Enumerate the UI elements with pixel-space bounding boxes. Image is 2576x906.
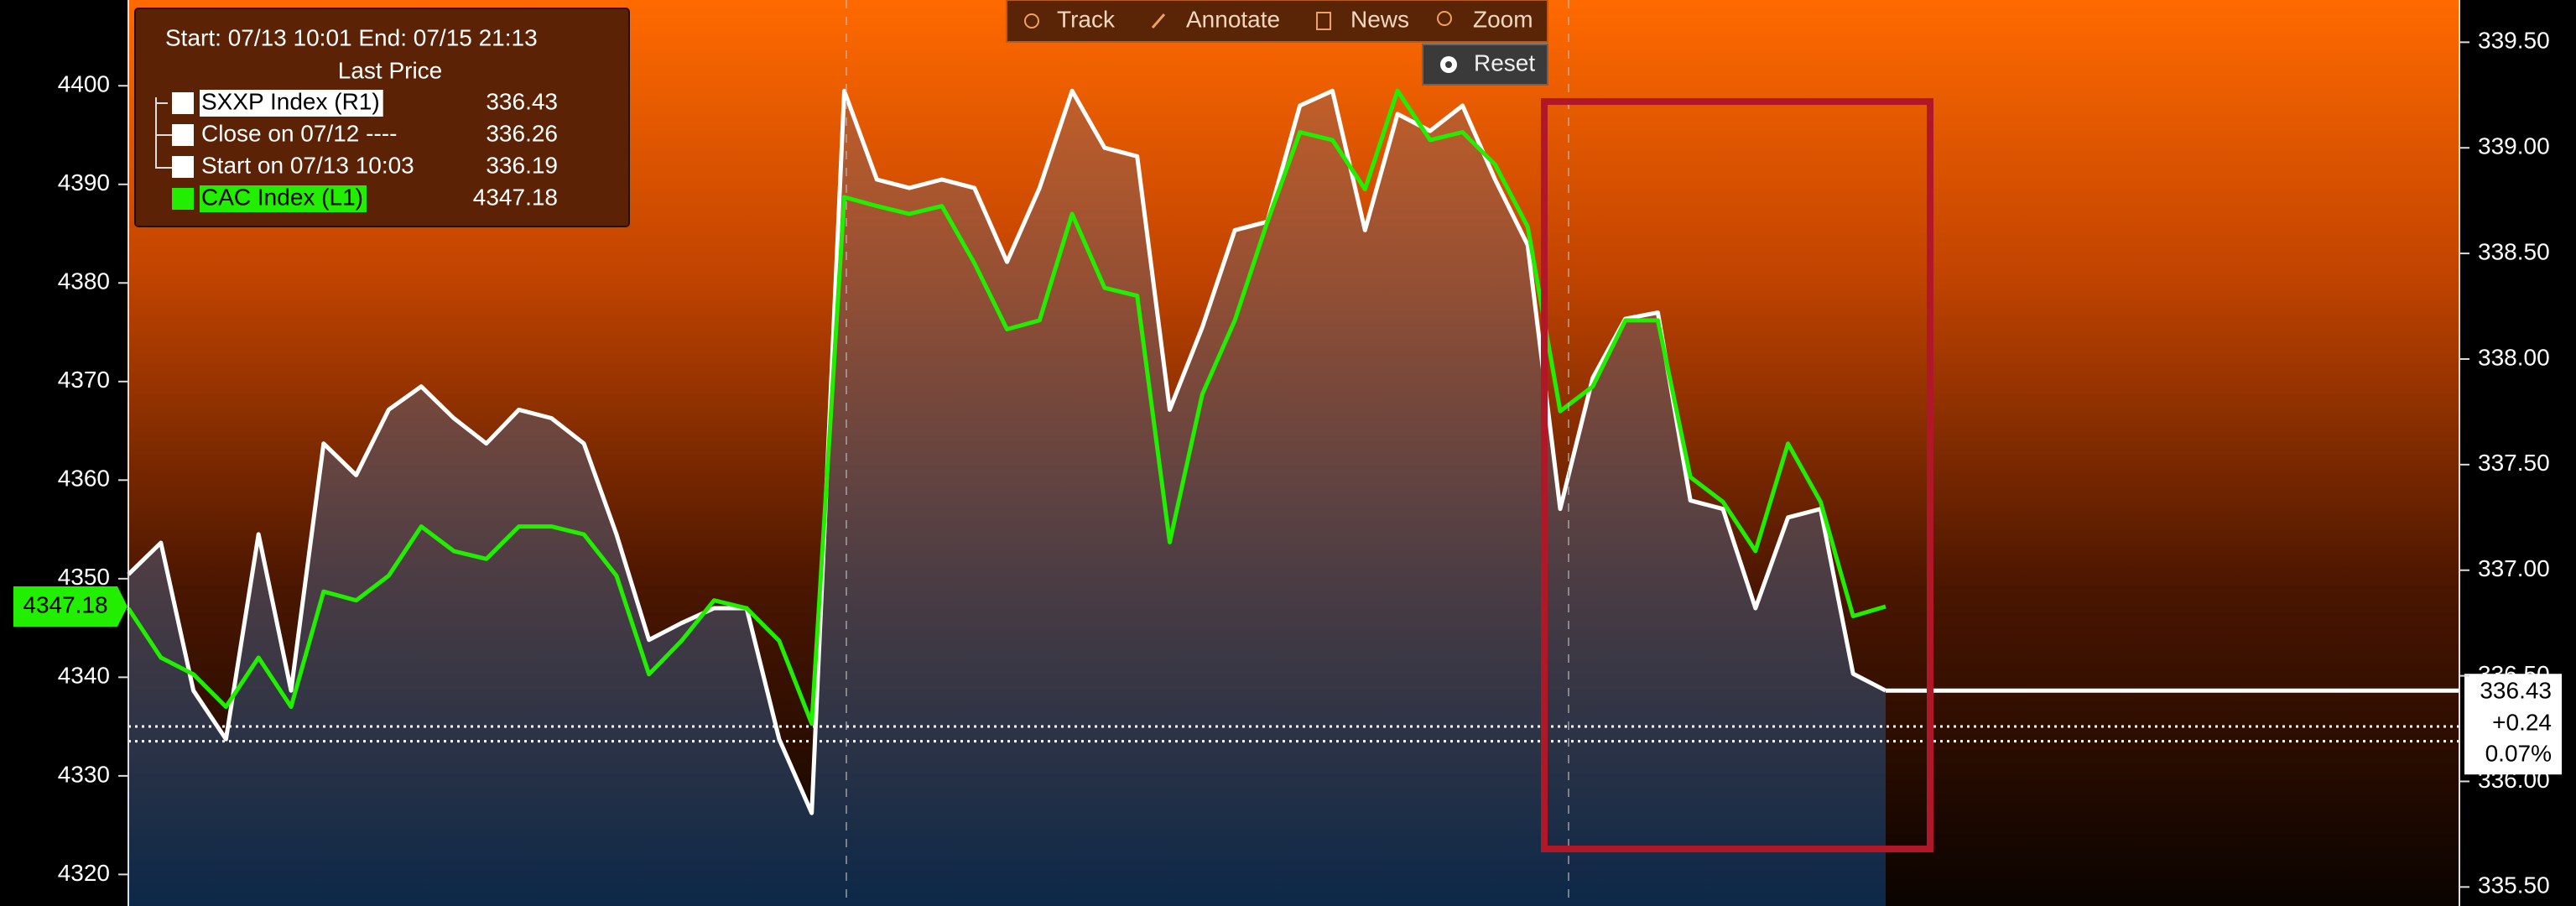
y-tick-label: 4360 — [58, 466, 110, 492]
legend: Start: 07/13 10:01 End: 07/15 21:13 Last… — [134, 8, 630, 227]
icon — [1024, 13, 1039, 29]
zoom-button[interactable]: Zoom — [1437, 6, 1533, 32]
y2-tick-label: 339.00 — [2478, 133, 2550, 159]
legend-value: 336.26 — [486, 120, 558, 146]
tags: 4347.18 336.43 +0.24 0.07% — [13, 586, 2562, 775]
legend-label: Start on 07/13 10:03 — [201, 152, 414, 178]
legend-swatch — [172, 92, 194, 114]
legend-label-bg — [200, 90, 383, 117]
icon — [1437, 11, 1452, 26]
legend-label: SXXP Index (R1) — [201, 88, 380, 114]
y2-tick-label: 338.50 — [2478, 238, 2550, 264]
y2-tick-label: 337.50 — [2478, 450, 2550, 476]
legend-tree — [155, 97, 176, 169]
change-label: 0.07% — [2485, 741, 2552, 767]
icon — [1445, 61, 1452, 68]
toolbar-label[interactable]: News — [1350, 6, 1409, 32]
last-value-tag — [13, 586, 127, 627]
track-button[interactable]: Track — [1024, 6, 1116, 32]
y2-tick-label: 339.50 — [2478, 28, 2550, 54]
icon — [1151, 13, 1166, 29]
y-tick-label: 4400 — [58, 71, 110, 97]
legend-value: 336.43 — [486, 88, 558, 114]
toolbar-label[interactable]: Zoom — [1473, 6, 1533, 32]
toolbar-label[interactable]: Reset — [1474, 49, 1535, 76]
y2-tick-label: 336.00 — [2478, 767, 2550, 793]
y-tick-label: 4380 — [58, 268, 110, 294]
toolbar-label[interactable]: Annotate — [1186, 6, 1280, 32]
area-fill — [128, 91, 1886, 906]
last-value-label: 336.43 — [2480, 678, 2552, 704]
legend-subtitle: Start: 07/13 10:01 End: 07/15 21:13 — [165, 24, 538, 50]
last-value-tag — [2464, 674, 2562, 775]
y-tick-label: 4340 — [58, 663, 110, 689]
annotate-button[interactable]: Annotate — [1151, 6, 1280, 32]
y2-tick-label: 338.00 — [2478, 344, 2550, 370]
last-value-label: 4347.18 — [23, 591, 107, 617]
y-tick-label: 4330 — [58, 761, 110, 787]
y2-tick-label: 335.50 — [2478, 872, 2550, 898]
legend-bg — [134, 8, 630, 227]
y-tick-label: 4390 — [58, 169, 110, 195]
legend-swatch — [172, 188, 194, 210]
y-tick-label: 4350 — [58, 564, 110, 590]
toolbar-bg — [1006, 0, 1548, 43]
y-tick-label: 4370 — [58, 367, 110, 393]
legend-value: 4347.18 — [473, 184, 558, 210]
series-line — [126, 88, 1886, 726]
legend-title: Last Price — [338, 57, 443, 83]
legend-swatch — [172, 156, 194, 178]
series-line — [127, 88, 1887, 815]
toolbar-label[interactable]: Track — [1057, 6, 1116, 32]
highlight-box — [1541, 98, 1933, 852]
toolbar: Track Annotate News Zoom Reset — [1006, 0, 1548, 86]
icon — [1316, 12, 1331, 30]
legend-label-bg — [200, 185, 367, 212]
legend-label: Close on 07/12 ---- — [201, 120, 397, 146]
y-tick-label: 4320 — [58, 860, 110, 886]
legend-swatch — [172, 124, 194, 146]
y2-tick-label: 336.50 — [2478, 661, 2550, 687]
legend-value: 336.19 — [486, 152, 558, 178]
reset-button[interactable]: Reset — [1422, 44, 1548, 86]
news-button[interactable]: News — [1316, 6, 1409, 32]
y2-tick-label: 337.00 — [2478, 555, 2550, 581]
marks — [126, 88, 2459, 906]
legend-label: CAC Index (L1) — [201, 184, 363, 210]
change-label: +0.24 — [2492, 710, 2552, 736]
